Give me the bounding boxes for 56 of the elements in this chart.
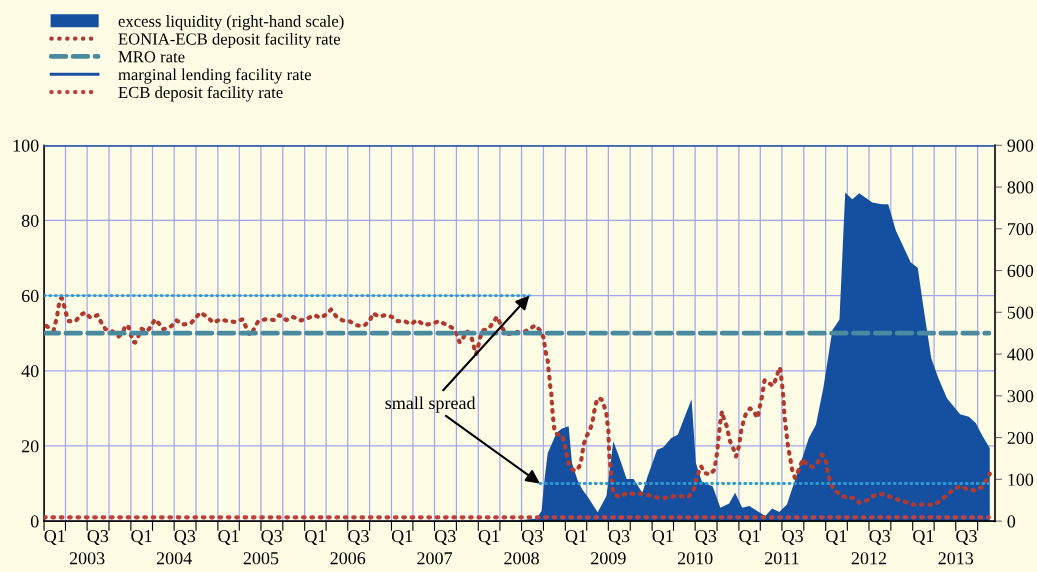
- legend-label: marginal lending facility rate: [118, 68, 311, 84]
- x2-tick-label: 2009: [591, 552, 626, 565]
- y2-tick-label: 900: [1007, 139, 1034, 152]
- x-tick-label: Q3: [869, 530, 890, 545]
- x-tick-label: Q3: [261, 530, 282, 545]
- x-tick-label: Q3: [348, 530, 369, 545]
- x2-tick-label: 2008: [504, 552, 539, 565]
- y2-tick-label: 400: [1007, 348, 1034, 361]
- x-tick-label: Q1: [218, 530, 239, 545]
- x2-tick-label: 2007: [417, 552, 453, 565]
- y-tick-label: 40: [21, 365, 39, 378]
- x-tick-label: Q1: [478, 530, 499, 545]
- y2-tick-label: 600: [1007, 264, 1034, 277]
- x-tick-label: Q3: [434, 530, 456, 545]
- y2-tick-label: 700: [1008, 223, 1034, 236]
- x-tick-label: Q1: [565, 530, 586, 545]
- x2-tick-label: 2005: [243, 552, 279, 565]
- x2-tick-label: 2013: [938, 552, 974, 565]
- legend-label: excess liquidity (right-hand scale): [118, 15, 344, 31]
- x-tick-label: Q1: [913, 530, 934, 545]
- y-tick-label: 80: [21, 214, 39, 227]
- x-tick-label: Q3: [87, 530, 109, 545]
- y-tick-label: 100: [13, 139, 39, 152]
- x-tick-label: Q1: [305, 530, 326, 545]
- x2-tick-label: 2004: [156, 552, 192, 565]
- legend-label: MRO rate: [118, 51, 185, 63]
- x-tick-label: Q1: [652, 530, 673, 545]
- y-tick-label: 0: [30, 515, 39, 528]
- y2-tick-label: 800: [1007, 181, 1034, 194]
- legend-label: EONIA-ECB deposit facility rate: [118, 32, 341, 49]
- x-tick-label: Q3: [521, 530, 543, 545]
- x-tick-label: Q1: [131, 530, 152, 545]
- x2-tick-label: 2003: [69, 552, 105, 565]
- line-series: [44, 295, 992, 507]
- y-tick-label: 20: [21, 440, 39, 453]
- x-tick-label: Q3: [956, 530, 977, 545]
- x-tick-label: Q3: [782, 530, 803, 545]
- x-tick-label: Q3: [608, 530, 630, 545]
- x-tick-label: Q1: [44, 530, 65, 545]
- y2-tick-label: 100: [1008, 473, 1034, 486]
- x2-tick-label: 2011: [765, 552, 799, 565]
- x-tick-label: Q3: [174, 530, 196, 545]
- x2-tick-label: 2006: [330, 552, 366, 565]
- y2-tick-label: 0: [1007, 515, 1016, 528]
- x-tick-label: Q1: [826, 530, 847, 545]
- x-tick-label: Q3: [695, 530, 717, 545]
- y-tick-label: 60: [21, 289, 39, 303]
- x-tick-label: Q1: [391, 530, 413, 545]
- y2-tick-label: 300: [1007, 390, 1034, 403]
- x2-tick-label: 2010: [677, 552, 713, 565]
- annotation: small spread: [385, 396, 476, 413]
- y2-tick-label: 500: [1007, 306, 1034, 319]
- x-tick-label: Q1: [739, 530, 760, 545]
- legend-label: ECB deposit facility rate: [118, 86, 283, 102]
- x2-tick-label: 2012: [851, 552, 887, 565]
- y2-tick-label: 200: [1007, 431, 1034, 445]
